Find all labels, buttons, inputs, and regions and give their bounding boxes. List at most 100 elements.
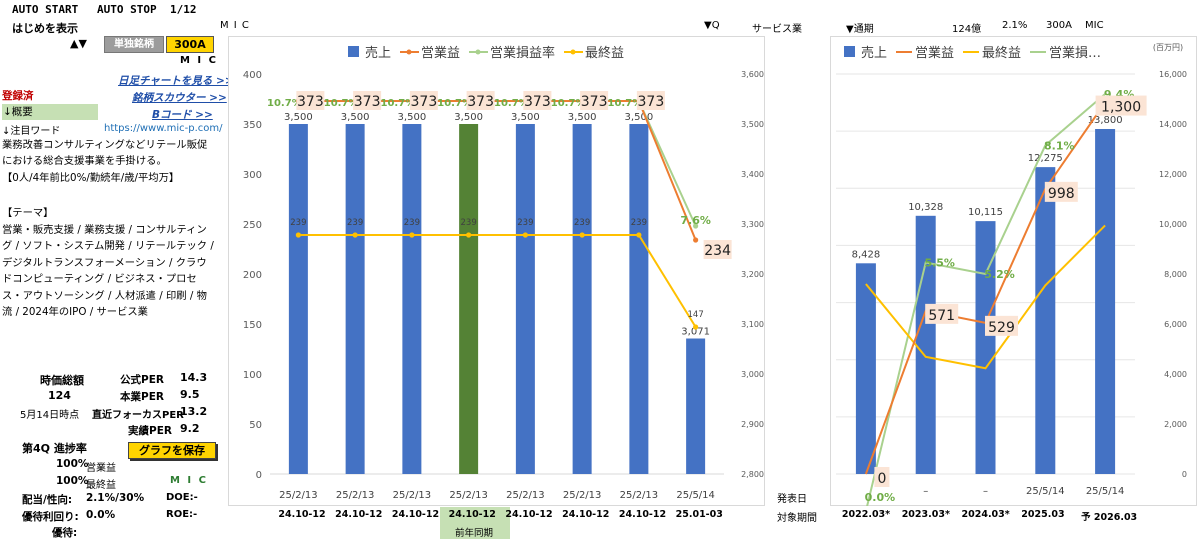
op-margin-label: 10.7% (494, 98, 529, 109)
company-url-link[interactable]: https://www.mic-p.com/ (104, 123, 223, 134)
sales-bar (402, 124, 422, 474)
op-profit-label-bg (353, 91, 382, 110)
save-graph-button[interactable]: グラフを保存 (128, 442, 216, 459)
op-margin-label: 8.1% (1044, 139, 1075, 152)
auto-stop-button[interactable]: AUTO STOP (97, 3, 157, 16)
op-profit-label: 571 (928, 308, 955, 324)
quarter-marker[interactable]: ▼Q (704, 20, 720, 31)
scouter-link[interactable]: 銘柄スカウター >> (132, 92, 227, 104)
op-margin-label: 10.7% (381, 98, 416, 109)
op-profit-label-bg (1095, 95, 1147, 116)
legend-marker (475, 49, 481, 55)
op-profit-label: 373 (467, 94, 494, 110)
net-profit-label: 239 (404, 218, 420, 228)
sales-bar (459, 124, 479, 474)
op-profit-label: 373 (524, 94, 551, 110)
op-profit-label: 373 (297, 94, 324, 110)
progress-net-label: 最終益 (86, 480, 116, 491)
left-axis-tick: 50 (249, 420, 262, 431)
op-profit-label-bg (523, 91, 552, 110)
sales-bar-label: 3,500 (284, 112, 313, 123)
right-axis-tick: 2,900 (741, 420, 764, 429)
right-axis-tick: 3,400 (741, 170, 764, 179)
net-profit-label: 239 (461, 218, 477, 228)
period-label: 2023.03* (901, 509, 950, 520)
yutai-yield-value: 0.0% (86, 509, 116, 521)
period-label: 予 2026.03 (1081, 512, 1138, 523)
progress-op-value: 100% (56, 458, 89, 470)
left-axis-tick: 0 (256, 470, 262, 481)
op-profit-label-bg (636, 91, 665, 110)
series-point (693, 237, 699, 243)
employee-info: 【0人/4年前比0%/勤続年/歳/平均万】 (2, 172, 180, 184)
series-point (636, 232, 642, 238)
legend-label: 最終益 (982, 45, 1021, 61)
prev-year-label: 前年同期 (455, 528, 494, 539)
legend-label: 営業損… (1049, 45, 1101, 61)
op-profit-label: 373 (354, 94, 381, 110)
left-axis-tick: 350 (243, 120, 262, 131)
right-axis-tick: 3,000 (741, 370, 764, 379)
legend-label: 売上 (365, 45, 391, 61)
series-point (409, 232, 415, 238)
period-label: 2024.03* (961, 509, 1010, 520)
sector-label: サービス業 (752, 24, 802, 35)
x-axis-label: 25/2/13 (279, 490, 318, 501)
series-point (693, 223, 699, 229)
right-axis-tick: 3,100 (741, 320, 764, 329)
auto-start-button[interactable]: AUTO START (12, 3, 79, 16)
op-profit-label: 998 (1048, 186, 1075, 202)
attention-toggle[interactable]: ↓注目ワード (2, 126, 61, 137)
series-point (295, 232, 301, 238)
legend-label: 営業損益率 (490, 45, 555, 61)
right-axis-tick: 12,000 (1159, 170, 1187, 179)
summary-toggle[interactable]: ↓概要 (2, 104, 98, 120)
op-profit-label: 529 (988, 320, 1015, 336)
sales-bar-label: 3,500 (625, 112, 654, 123)
bcode-link[interactable]: Bコード >> (152, 109, 213, 121)
op-profit-label-bg (874, 467, 890, 487)
op-profit-label-bg (1044, 181, 1078, 202)
legend-swatch (844, 46, 855, 57)
op-profit-label-bg (409, 91, 438, 110)
period-label: 24.10-12 (391, 509, 440, 520)
period-marker[interactable]: ▼通期 (846, 24, 874, 35)
right-axis-tick: 10,000 (1159, 220, 1187, 229)
sales-bar (686, 338, 706, 474)
market-cap-value: 124 (48, 389, 71, 402)
op-profit-label: 234 (704, 243, 731, 259)
x-axis-label: – (923, 486, 928, 497)
left-axis-tick: 100 (243, 370, 262, 381)
right-axis-tick: 3,600 (741, 70, 764, 79)
legend-swatch (348, 46, 359, 57)
per-official-label: 公式PER (120, 374, 164, 386)
op-profit-label: 0 (877, 471, 886, 487)
x-axis-label: 25/5/14 (676, 490, 715, 501)
sales-bar (855, 263, 876, 474)
period-label: 24.10-12 (562, 509, 610, 520)
op-margin-label: 10.7% (267, 98, 302, 109)
series-line (298, 234, 697, 328)
show-intro-button[interactable]: はじめを表示 (12, 22, 78, 35)
left-axis-tick: 400 (243, 70, 262, 81)
company-description: 業務改善コンサルティングなどリテール販促における総合支援事業を手掛ける。 (2, 139, 208, 168)
op-margin-label: 10.7% (437, 98, 472, 109)
progress-op-label: 営業益 (86, 463, 116, 474)
sales-bar (975, 221, 996, 474)
period-label: 25.01-03 (675, 509, 723, 520)
updown-arrows-icon[interactable]: ▲▼ (70, 37, 87, 50)
op-margin-label: 10.7% (551, 98, 586, 109)
ticker-badge: 300A (166, 36, 214, 53)
right-axis-tick: 16,000 (1159, 70, 1187, 79)
right-axis-tick: 4,000 (1164, 370, 1187, 379)
op-profit-label: 373 (411, 94, 438, 110)
op-profit-label-bg (925, 303, 959, 324)
period-label: 24.10-12 (448, 509, 496, 520)
op-profit-label-bg (985, 315, 1018, 336)
per-actual-value: 9.2 (180, 422, 200, 435)
daily-chart-link[interactable]: 日足チャートを見る >> (118, 75, 234, 87)
sales-bar-label: 3,500 (398, 112, 427, 123)
sales-bar-label: 12,275 (1028, 153, 1063, 164)
name-header: MIC (1085, 20, 1104, 31)
sales-bar-label: 8,428 (852, 249, 881, 260)
